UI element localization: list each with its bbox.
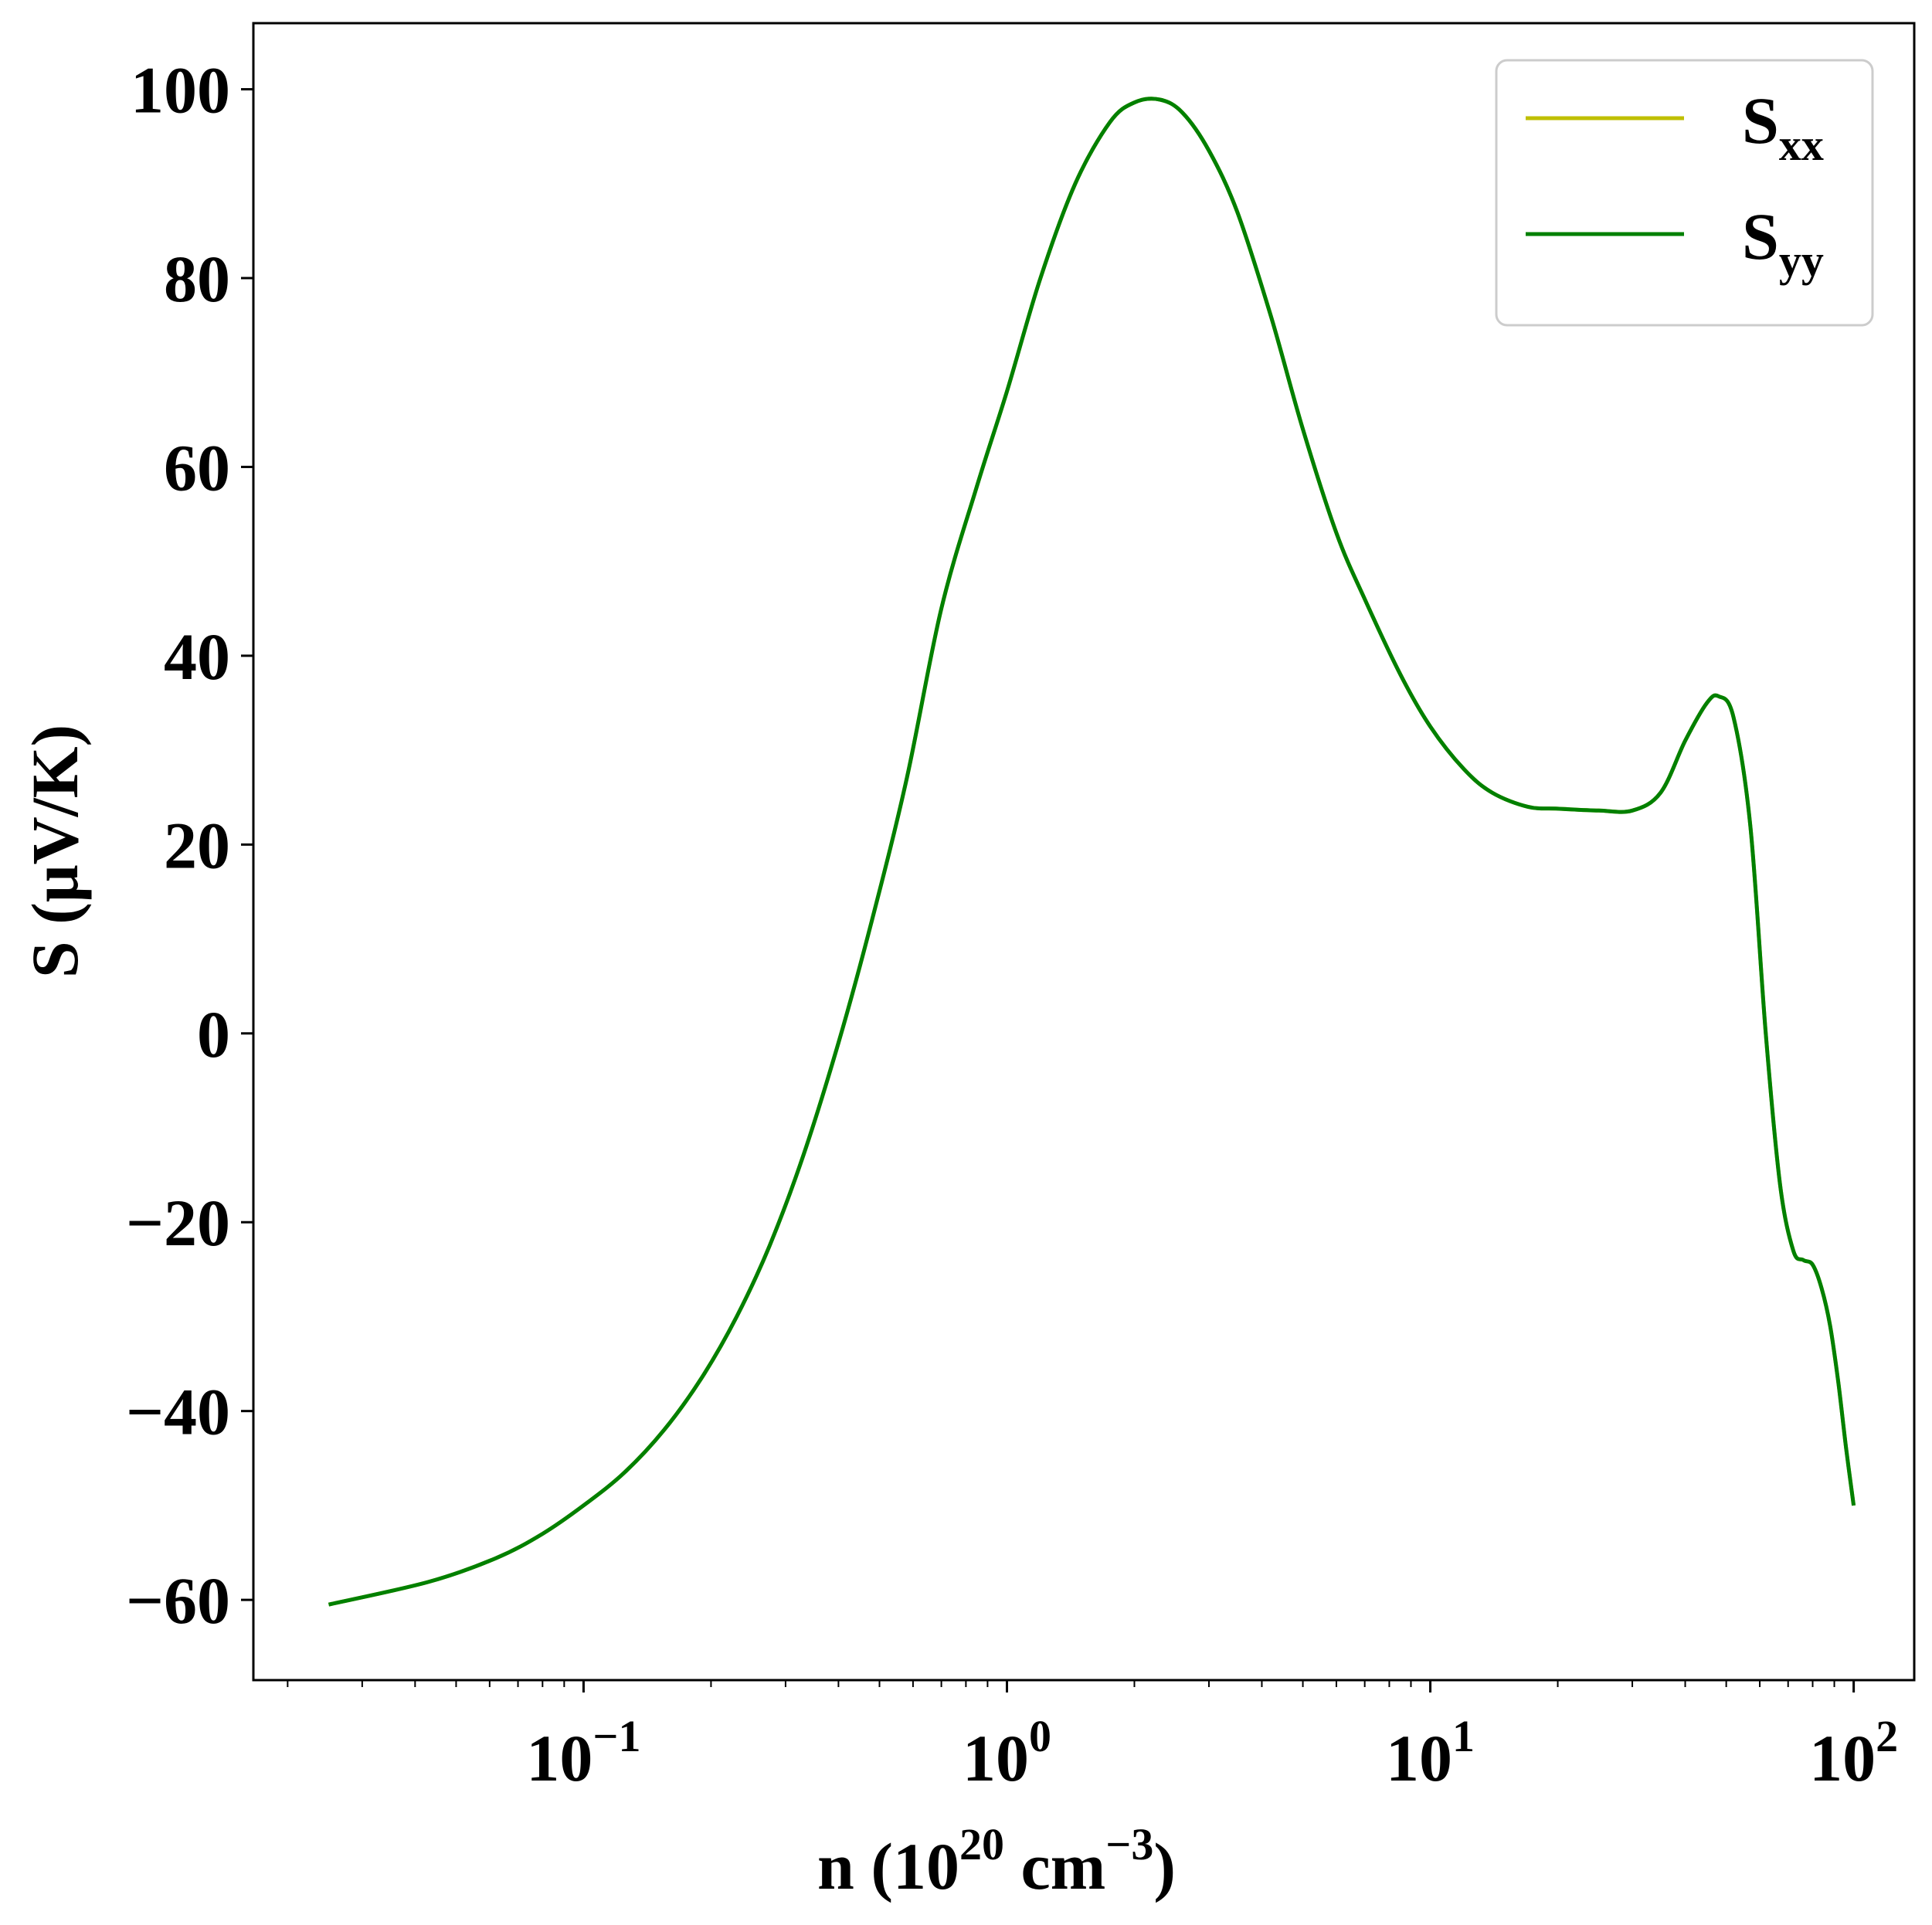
x-tick-label: 10−1 — [526, 1711, 640, 1795]
series-line-yy — [328, 97, 1856, 1607]
x-tick-label: 101 — [1386, 1711, 1475, 1795]
y-tick-label: −40 — [126, 1375, 230, 1449]
x-tick-label: 100 — [963, 1711, 1051, 1795]
legend-label-syy: Syy — [1742, 199, 1824, 286]
y-tick-label: 20 — [164, 808, 230, 882]
legend: Sxx Syy — [1495, 59, 1874, 327]
series-lines — [328, 97, 1856, 1607]
x-tick-label: 102 — [1809, 1711, 1898, 1795]
y-tick-label: 0 — [197, 997, 230, 1071]
y-tick-label: 80 — [164, 242, 230, 316]
x-ticks: 10−1 100 101 102 — [526, 1680, 1898, 1795]
legend-box — [1495, 59, 1874, 327]
y-tick-label: −60 — [126, 1563, 230, 1638]
y-tick-label: 60 — [164, 430, 230, 504]
y-axis-label: S (μV/K) — [18, 725, 92, 978]
y-tick-label: 40 — [164, 620, 230, 694]
x-minor-ticks — [287, 1680, 1835, 1687]
y-tick-label: −20 — [126, 1186, 230, 1260]
legend-label-sxx: Sxx — [1742, 83, 1824, 170]
y-ticks: 100 80 60 40 20 0 −20 −40 −60 — [126, 53, 253, 1638]
y-tick-label: 100 — [131, 53, 230, 127]
x-axis-label: n (1020 cm−3) — [817, 1819, 1176, 1903]
